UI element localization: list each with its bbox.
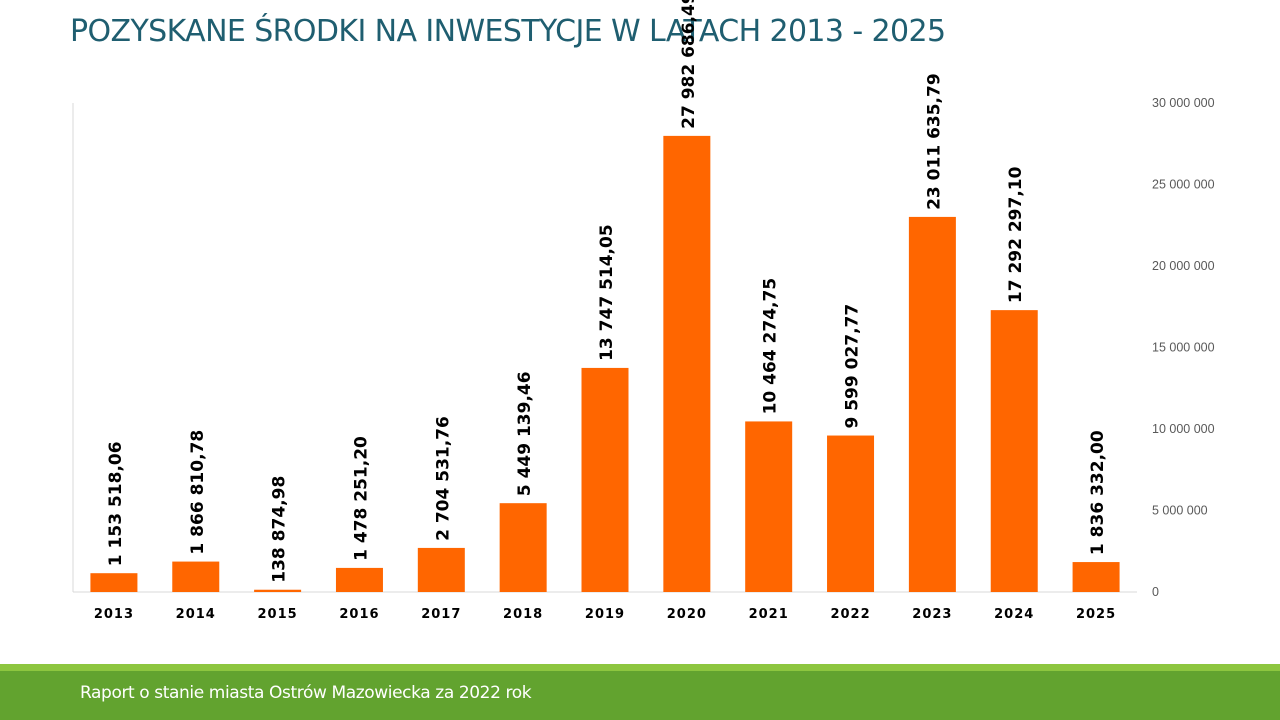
value-label-2021: 10 464 274,75 [761,278,781,415]
bar-2019 [581,367,629,592]
bar-2013 [90,573,138,592]
bar-2017 [417,547,465,592]
y-tick-label: 20 000 000 [1152,259,1215,273]
x-tick-2017: 2017 [421,607,461,622]
value-label-2025: 1 836 332,00 [1088,430,1108,555]
bar-2025 [1072,562,1120,592]
bar-2022 [827,435,875,592]
y-tick-label: 15 000 000 [1152,341,1215,355]
value-label-2016: 1 478 251,20 [351,436,371,561]
value-label-2019: 13 747 514,05 [597,224,617,361]
value-label-2014: 1 866 810,78 [188,430,208,555]
bar-2016 [335,567,383,592]
page-title: POZYSKANE ŚRODKI NA INWESTYCJE W LATACH … [70,14,946,49]
y-tick-label: 30 000 000 [1152,96,1215,110]
bar-2024 [990,310,1038,592]
x-tick-2013: 2013 [94,607,134,622]
x-tick-2024: 2024 [994,607,1034,622]
x-tick-2019: 2019 [585,607,625,622]
x-tick-2015: 2015 [258,607,298,622]
value-label-2022: 9 599 027,77 [843,304,863,429]
x-tick-2018: 2018 [503,607,543,622]
bar-2014 [172,561,220,592]
x-tick-2022: 2022 [830,607,870,622]
y-tick-label: 5 000 000 [1152,504,1208,518]
y-tick-label: 10 000 000 [1152,422,1215,436]
bar-2015 [254,589,302,592]
value-label-2018: 5 449 139,46 [515,371,535,496]
bar-chart: 1 153 518,06 1 866 810,78 138 874,98 1 478 … [72,0,1215,622]
x-tick-2021: 2021 [749,607,789,622]
value-label-2024: 17 292 297,10 [1006,166,1026,303]
x-tick-2016: 2016 [339,607,379,622]
bar-2023 [908,216,956,592]
footer-bar: Raport o stanie miasta Ostrów Mazowiecka… [0,671,1280,720]
bar-2020 [663,135,711,593]
value-label-2015: 138 874,98 [270,476,290,583]
x-tick-2023: 2023 [912,607,952,622]
value-label-2017: 2 704 531,76 [433,416,453,541]
x-tick-2020: 2020 [667,607,707,622]
y-tick-label: 25 000 000 [1152,178,1215,192]
value-label-2023: 23 011 635,79 [924,73,944,210]
value-label-2013: 1 153 518,06 [106,441,126,566]
bar-2018 [499,503,547,592]
x-tick-2025: 2025 [1076,607,1116,622]
y-tick-label: 0 [1152,585,1159,599]
footer-accent-stripe [0,664,1280,671]
bar-2021 [745,421,793,592]
footer-text: Raport o stanie miasta Ostrów Mazowiecka… [80,683,532,703]
x-tick-2014: 2014 [176,607,216,622]
value-label-2020: 27 982 686,49 [679,0,699,129]
